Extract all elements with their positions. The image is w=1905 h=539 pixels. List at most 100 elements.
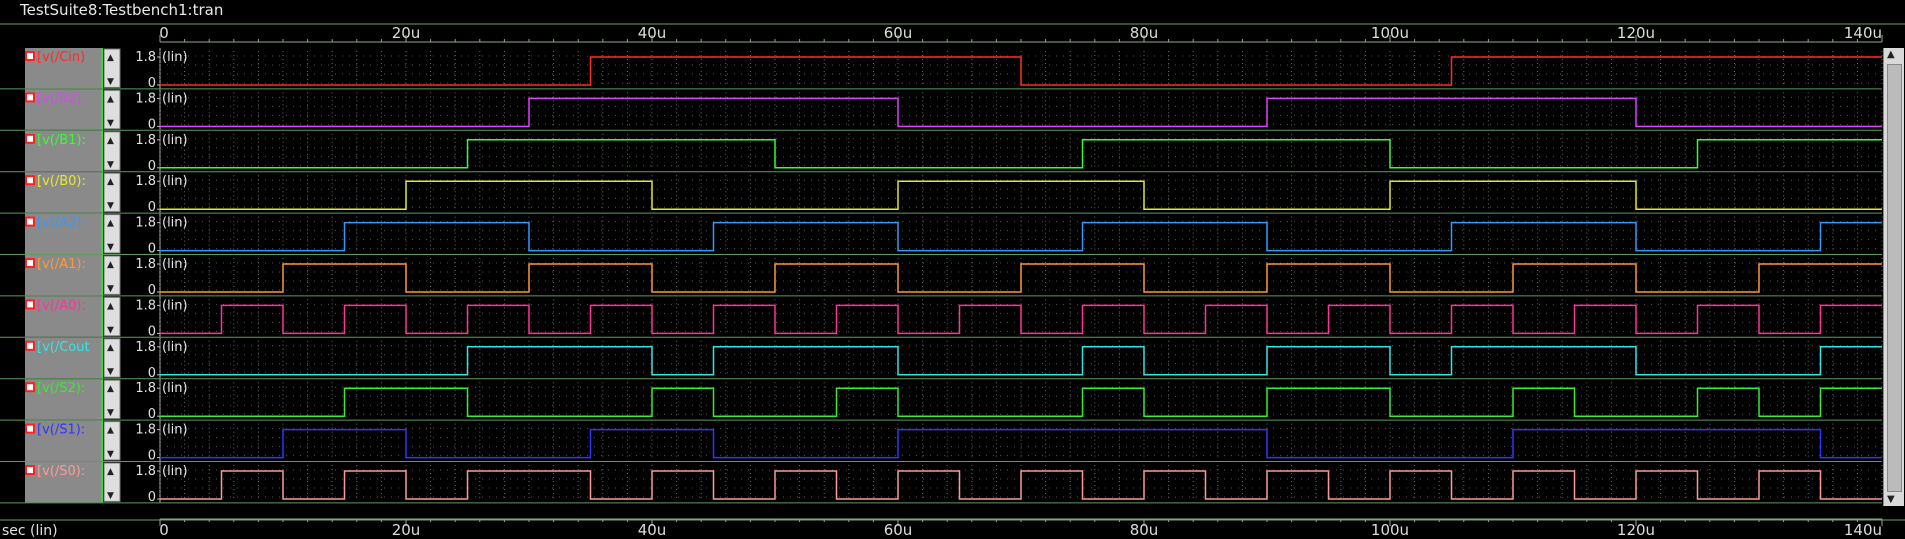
- strip-scroll-control[interactable]: [103, 48, 121, 88]
- vertical-scrollbar[interactable]: ▲ ▼: [1883, 48, 1904, 506]
- strip-scroll-control[interactable]: [103, 338, 121, 378]
- signal-name-panel[interactable]: [25, 420, 101, 461]
- strip-up-icon[interactable]: ▲: [107, 343, 114, 353]
- strip-up-icon[interactable]: ▲: [107, 426, 114, 436]
- strip-down-icon[interactable]: ▼: [107, 325, 114, 335]
- strip-up-icon[interactable]: ▲: [107, 94, 114, 104]
- signal-name-panel[interactable]: [25, 462, 101, 503]
- top-tick-label: 0: [159, 24, 169, 42]
- signal-name-panel[interactable]: [25, 89, 101, 130]
- x-axis-label: sec (lin): [2, 523, 58, 539]
- marker-icon[interactable]: [25, 92, 35, 103]
- y-scale-label: (lin): [162, 381, 188, 396]
- marker-icon[interactable]: [25, 51, 35, 61]
- top-time-axis: 0 20u 40u 60u 80u 100u 120u 140u: [159, 24, 1883, 43]
- strip-down-icon[interactable]: ▼: [107, 160, 114, 170]
- bottom-tick-label: 80u: [1130, 521, 1159, 539]
- signal-strip[interactable]: ▲ ▼ [v(/S1): 1.8 0 (lin): [0, 420, 1883, 464]
- signal-strip[interactable]: ▲ ▼ [v(/A2): 1.8 0 (lin): [0, 213, 1883, 257]
- waveform-strips[interactable]: ▲▼[v(/Cin) 1.80(lin)▲▼[v(/B2): 1.80(lin)▲▼…: [0, 48, 1883, 505]
- waveform-trace[interactable]: [160, 221, 1882, 252]
- strip-scroll-control[interactable]: [103, 421, 121, 461]
- signal-strip[interactable]: ▲ ▼ [v(/Cin) 1.8 0 (lin): [0, 48, 1883, 91]
- strip-up-icon[interactable]: ▲: [107, 136, 114, 146]
- signal-name-panel[interactable]: [25, 48, 101, 89]
- signal-strip[interactable]: ▲ ▼ [v(/Cout 1.8 0 (lin): [0, 337, 1883, 381]
- marker-icon[interactable]: [25, 175, 35, 186]
- waveform-trace[interactable]: [160, 304, 1882, 335]
- strip-down-icon[interactable]: ▼: [107, 77, 114, 87]
- strip-scroll-control[interactable]: [103, 255, 121, 295]
- marker-icon[interactable]: [25, 258, 35, 268]
- scroll-up-icon[interactable]: ▲: [1887, 49, 1895, 60]
- strip-scroll-control[interactable]: [103, 296, 121, 337]
- y-tick-label-high: 1.8: [135, 381, 156, 396]
- strip-up-icon[interactable]: ▲: [107, 53, 114, 63]
- marker-icon[interactable]: [25, 216, 35, 227]
- scroll-down-icon[interactable]: ▼: [1887, 494, 1895, 505]
- y-tick-label-low: 0: [148, 76, 156, 91]
- strip-down-icon[interactable]: ▼: [107, 491, 114, 501]
- selection-bar: [101, 130, 103, 172]
- y-tick-label-high: 1.8: [135, 298, 156, 313]
- top-tick-label: 80u: [1130, 24, 1159, 42]
- signal-name: [v(/B0):: [37, 174, 86, 189]
- strip-scroll-control[interactable]: [103, 214, 121, 254]
- waveform-trace[interactable]: [160, 428, 1882, 459]
- waveform-trace[interactable]: [160, 346, 1882, 376]
- waveform-trace[interactable]: [160, 387, 1882, 417]
- strip-scroll-control[interactable]: [103, 89, 121, 130]
- selection-bar: [101, 255, 103, 296]
- strip-down-icon[interactable]: ▼: [107, 367, 114, 377]
- waveform-trace[interactable]: [160, 180, 1882, 210]
- signal-strip[interactable]: ▲ ▼ [v(/S0): 1.8 0 (lin): [0, 462, 1883, 505]
- marker-icon[interactable]: [25, 465, 35, 475]
- waveform-trace[interactable]: [160, 263, 1882, 293]
- strip-down-icon[interactable]: ▼: [107, 450, 114, 460]
- y-tick-label-low: 0: [148, 324, 156, 339]
- marker-icon[interactable]: [25, 133, 35, 144]
- waveform-trace[interactable]: [160, 470, 1882, 500]
- marker-icon[interactable]: [25, 423, 35, 434]
- signal-strip[interactable]: ▲ ▼ [v(/B0): 1.8 0 (lin): [0, 172, 1883, 215]
- signal-name-panel[interactable]: [25, 379, 101, 420]
- strip-scroll-control[interactable]: [103, 379, 121, 420]
- waveform-trace[interactable]: [160, 56, 1882, 86]
- signal-strip[interactable]: ▲ ▼ [v(/B1): 1.8 0 (lin): [0, 130, 1883, 174]
- strip-scroll-control[interactable]: [103, 131, 121, 171]
- strip-up-icon[interactable]: ▲: [107, 177, 114, 187]
- signal-name-panel[interactable]: [25, 296, 101, 337]
- strip-up-icon[interactable]: ▲: [107, 301, 114, 311]
- strip-up-icon[interactable]: ▲: [107, 260, 114, 270]
- scroll-thumb[interactable]: [1887, 64, 1902, 492]
- signal-name-panel[interactable]: [25, 255, 101, 296]
- marker-icon[interactable]: [25, 299, 35, 310]
- strip-down-icon[interactable]: ▼: [107, 408, 114, 418]
- signal-strip[interactable]: ▲ ▼ [v(/S2): 1.8 0 (lin): [0, 379, 1883, 422]
- signal-name-panel[interactable]: [25, 130, 101, 172]
- strip-down-icon[interactable]: ▼: [107, 118, 114, 128]
- signal-name-panel[interactable]: [25, 172, 101, 213]
- strip-scroll-control[interactable]: [103, 462, 121, 502]
- signal-name-panel[interactable]: [25, 337, 101, 379]
- strip-down-icon[interactable]: ▼: [107, 284, 114, 294]
- y-tick-label-low: 0: [148, 283, 156, 298]
- signal-name-panel[interactable]: [25, 213, 101, 254]
- strip-down-icon[interactable]: ▼: [107, 201, 114, 211]
- strip-up-icon[interactable]: ▲: [107, 219, 114, 229]
- signal-strip[interactable]: ▲ ▼ [v(/B2): 1.8 0 (lin): [0, 89, 1883, 132]
- waveform-trace[interactable]: [160, 139, 1882, 169]
- strip-scroll-control[interactable]: [103, 172, 121, 213]
- signal-strip[interactable]: ▲ ▼ [v(/A1): 1.8 0 (lin): [0, 255, 1883, 298]
- marker-icon[interactable]: [25, 340, 35, 351]
- waveform-trace[interactable]: [160, 97, 1882, 128]
- marker-icon[interactable]: [25, 382, 35, 393]
- y-tick-label-high: 1.8: [135, 133, 156, 148]
- strip-down-icon[interactable]: ▼: [107, 243, 114, 253]
- signal-strip[interactable]: ▲ ▼ [v(/A0): 1.8 0 (lin): [0, 296, 1883, 339]
- selection-bar: [101, 172, 103, 213]
- strip-up-icon[interactable]: ▲: [107, 384, 114, 394]
- bottom-tick-label: 40u: [638, 521, 667, 539]
- strip-up-icon[interactable]: ▲: [107, 467, 114, 477]
